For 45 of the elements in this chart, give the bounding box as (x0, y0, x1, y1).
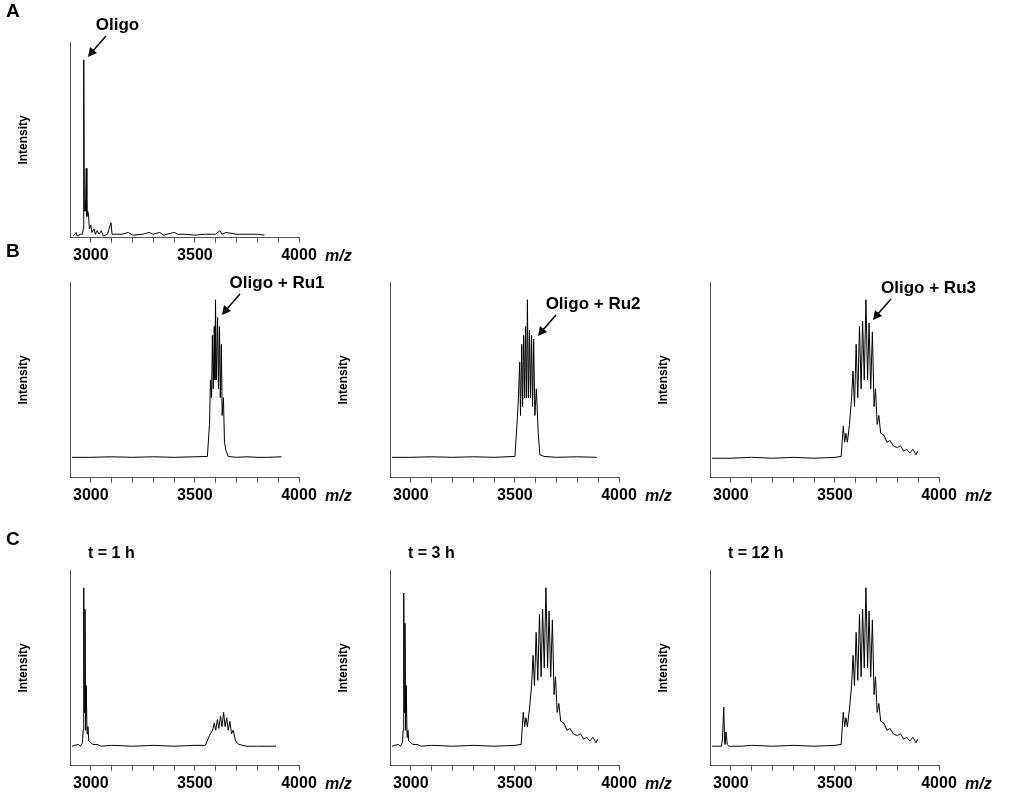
x-tick-label: 4000 (281, 773, 317, 791)
x-tick-label: 3500 (817, 485, 853, 503)
x-tick-label: 3500 (177, 245, 213, 263)
x-axis-title: m/z (965, 487, 992, 505)
annotation: Oligo + Ru2 (545, 293, 641, 313)
x-tick-label: 4000 (601, 485, 637, 503)
x-tick-label: 3000 (713, 773, 749, 791)
x-tick-label: 3500 (497, 485, 533, 503)
y-axis-title: Intensity (15, 642, 30, 693)
x-tick-label: 3000 (393, 485, 429, 503)
x-axis-title: m/z (965, 775, 992, 793)
x-axis-title: m/z (325, 247, 352, 265)
y-axis-title: Intensity (15, 354, 30, 405)
x-tick-label: 3000 (73, 245, 109, 263)
x-tick-label: 3500 (817, 773, 853, 791)
x-tick-label: 3500 (497, 773, 533, 791)
chart-title: A (6, 0, 20, 21)
x-tick-label: 3000 (73, 485, 109, 503)
x-axis-title: m/z (325, 487, 352, 505)
x-tick-label: 4000 (921, 773, 957, 791)
annotation: Oligo + Ru3 (881, 277, 976, 297)
chart-title: B (6, 239, 20, 261)
annotation: Oligo + Ru1 (229, 272, 325, 292)
x-tick-label: 4000 (601, 773, 637, 791)
x-axis-title: m/z (325, 775, 352, 793)
x-tick-label: 3000 (713, 485, 749, 503)
x-tick-label: 3000 (393, 773, 429, 791)
y-axis-title: Intensity (655, 354, 670, 405)
y-axis-title: Intensity (335, 354, 350, 405)
y-axis-title: Intensity (15, 114, 30, 165)
chart-subtitle: t = 3 h (408, 544, 455, 562)
x-axis-title: m/z (645, 775, 672, 793)
chart-subtitle: t = 12 h (728, 544, 784, 562)
chart-subtitle: t = 1 h (88, 544, 135, 562)
y-axis-title: Intensity (655, 642, 670, 693)
x-tick-label: 3500 (177, 773, 213, 791)
x-tick-label: 4000 (921, 485, 957, 503)
x-tick-label: 3000 (73, 773, 109, 791)
x-axis-title: m/z (645, 487, 672, 505)
x-tick-label: 3500 (177, 485, 213, 503)
y-axis-title: Intensity (335, 642, 350, 693)
x-tick-label: 4000 (281, 485, 317, 503)
chart-title: C (6, 527, 20, 549)
annotation: Oligo (95, 14, 140, 34)
x-tick-label: 4000 (281, 245, 317, 263)
